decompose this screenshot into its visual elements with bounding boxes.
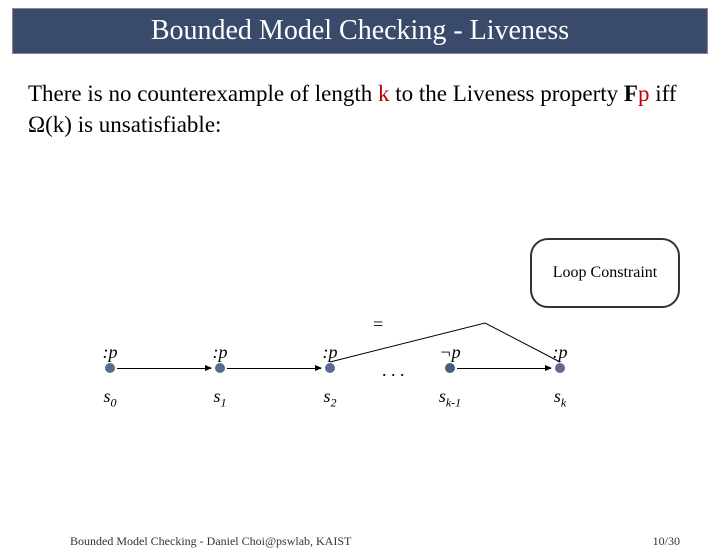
state-diagram: Loop Constraint = :ps0:ps1:ps2¬psk-1:psk…	[0, 268, 720, 448]
loop-constraint-callout: Loop Constraint	[530, 238, 680, 308]
transition-arrow	[117, 368, 211, 369]
page-number: 10/30	[653, 534, 680, 549]
state-node	[555, 363, 565, 373]
state-node	[215, 363, 225, 373]
equals-sign: =	[373, 314, 383, 335]
omega-k: k	[53, 112, 65, 137]
state-node	[105, 363, 115, 373]
state-label: s2	[310, 386, 350, 411]
state-label: sk	[540, 386, 580, 411]
var-k: k	[378, 81, 390, 106]
not-p-label: :p	[540, 342, 580, 363]
omega-open: Ω(	[28, 112, 53, 137]
transition-arrow	[457, 368, 551, 369]
not-p-label: :p	[200, 342, 240, 363]
state-label: sk-1	[430, 386, 470, 411]
state-node	[325, 363, 335, 373]
op-F: F	[624, 81, 638, 106]
body-paragraph: There is no counterexample of length k t…	[28, 78, 692, 140]
footer-credit: Bounded Model Checking - Daniel Choi@psw…	[70, 534, 351, 549]
text-pre: There is no counterexample of length	[28, 81, 378, 106]
text-iff: iff	[649, 81, 676, 106]
state-label: s0	[90, 386, 130, 411]
ellipsis: . . .	[382, 360, 405, 381]
transition-arrow	[227, 368, 321, 369]
text-tail: is unsatisfiable:	[72, 112, 221, 137]
text-mid: to the Liveness property	[390, 81, 624, 106]
title-bar: Bounded Model Checking - Liveness	[12, 8, 708, 54]
not-p-label: :p	[90, 342, 130, 363]
var-p: p	[638, 81, 650, 106]
callout-label: Loop Constraint	[553, 263, 657, 282]
page-title: Bounded Model Checking - Liveness	[151, 15, 569, 46]
not-p-label: :p	[310, 342, 350, 363]
not-p-label: ¬p	[430, 342, 470, 363]
state-node	[445, 363, 455, 373]
state-label: s1	[200, 386, 240, 411]
omega-close: )	[64, 112, 72, 137]
